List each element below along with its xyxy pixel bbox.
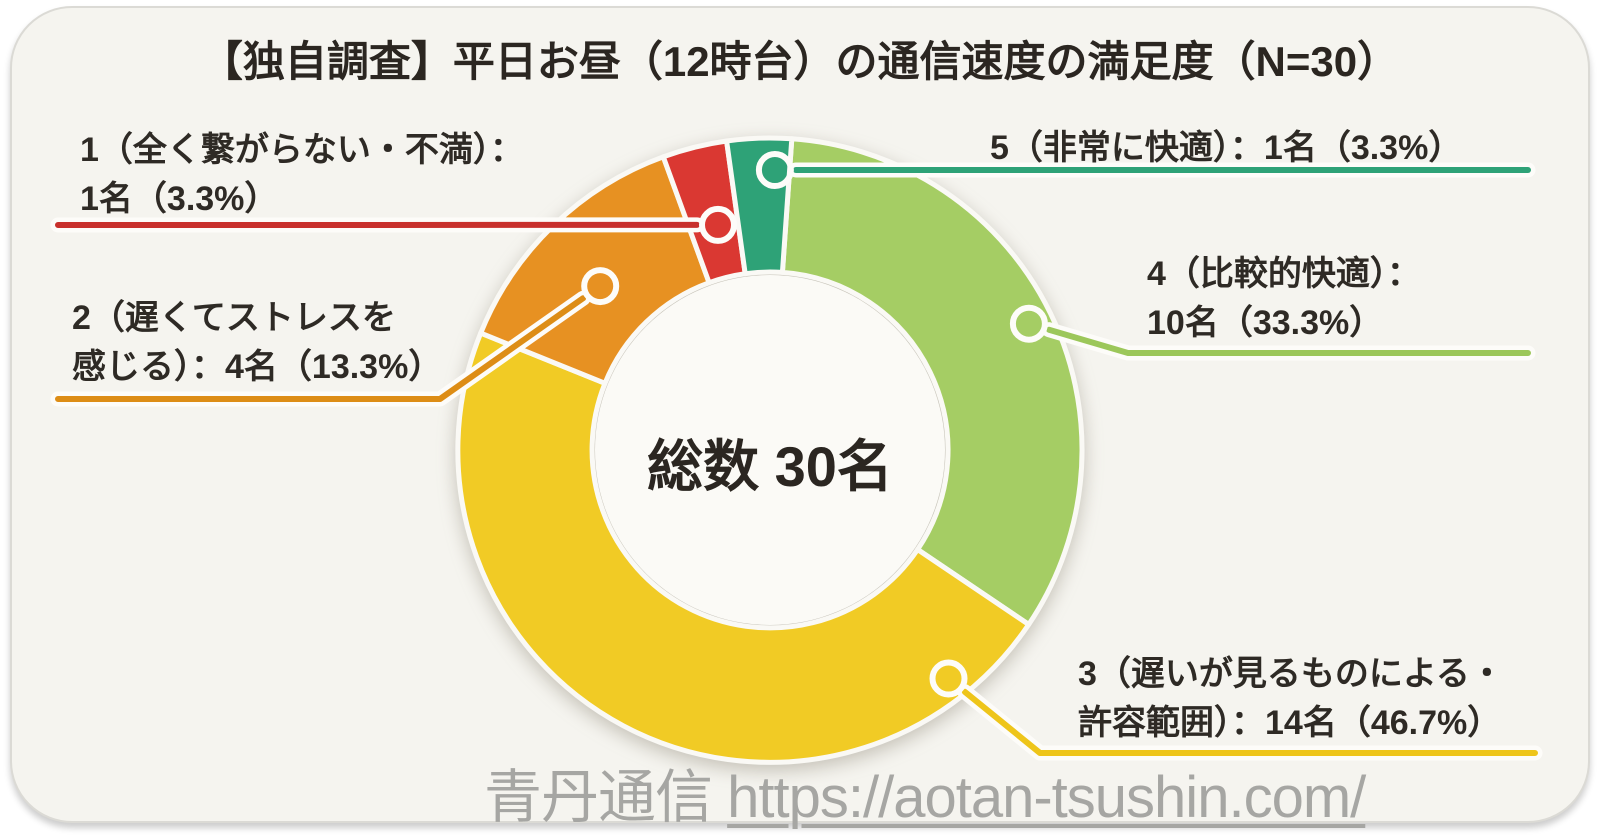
leader-marker-rating-1 (699, 205, 737, 244)
leader-marker-rating-3 (929, 659, 968, 698)
callout-label-line: 5（非常に快適）：1名（3.3%） (990, 129, 1463, 167)
callout-label-line: 10名（33.3%） (1147, 304, 1384, 342)
donut-center-total: 総数 30名 (647, 435, 893, 498)
callout-label-rating-5: 5（非常に快適）：1名（3.3%） (990, 124, 1462, 173)
donut-segment-rating-4 (779, 136, 1085, 627)
chart-title: 【独自調査】平日お昼（12時台）の通信速度の満足度（N=30） (200, 38, 1400, 85)
leader-marker-rating-4 (1009, 304, 1048, 343)
callout-label-rating-2: 2（遅くてストレスを 感じる）：4名（13.3%） (72, 294, 442, 392)
callout-label-line: 許容範囲）：14名（46.7%） (1078, 704, 1502, 742)
callout-label-line: 1名（3.3%） (80, 180, 279, 218)
donut-hole (595, 275, 945, 625)
callout-label-line: 1（全く繋がらない・不満）： (80, 131, 524, 169)
callout-label-rating-3: 3（遅いが見るものによる・ 許容範囲）：14名（46.7%） (1078, 650, 1504, 748)
callout-label-rating-1: 1（全く繋がらない・不満）： 1名（3.3%） (80, 126, 524, 224)
donut-segment-rating-5 (724, 135, 795, 277)
donut-segment-rating-3 (455, 330, 1032, 765)
callout-label-line: 感じる）：4名（13.3%） (72, 348, 443, 386)
leader-line-rating-4 (1046, 326, 1531, 356)
callout-label-line: 4（比較的快適）： (1147, 255, 1421, 293)
leader-marker-rating-5 (755, 151, 794, 189)
watermark: 青丹通信 https://aotan-tsushin.com/ (484, 750, 1366, 834)
watermark-site-name: 青丹通信 (484, 765, 713, 830)
watermark-url-link[interactable]: https://aotan-tsushin.com/ (727, 765, 1366, 830)
callout-label-rating-4: 4（比較的快適）： 10名（33.3%） (1147, 250, 1421, 348)
leader-marker-rating-2 (581, 267, 620, 306)
callout-label-line: 3（遅いが見るものによる・ (1078, 655, 1504, 693)
leader-line-rating-3 (961, 688, 1538, 756)
callout-label-line: 2（遅くてストレスを (72, 299, 396, 337)
leader-line-rating-2 (55, 295, 587, 402)
